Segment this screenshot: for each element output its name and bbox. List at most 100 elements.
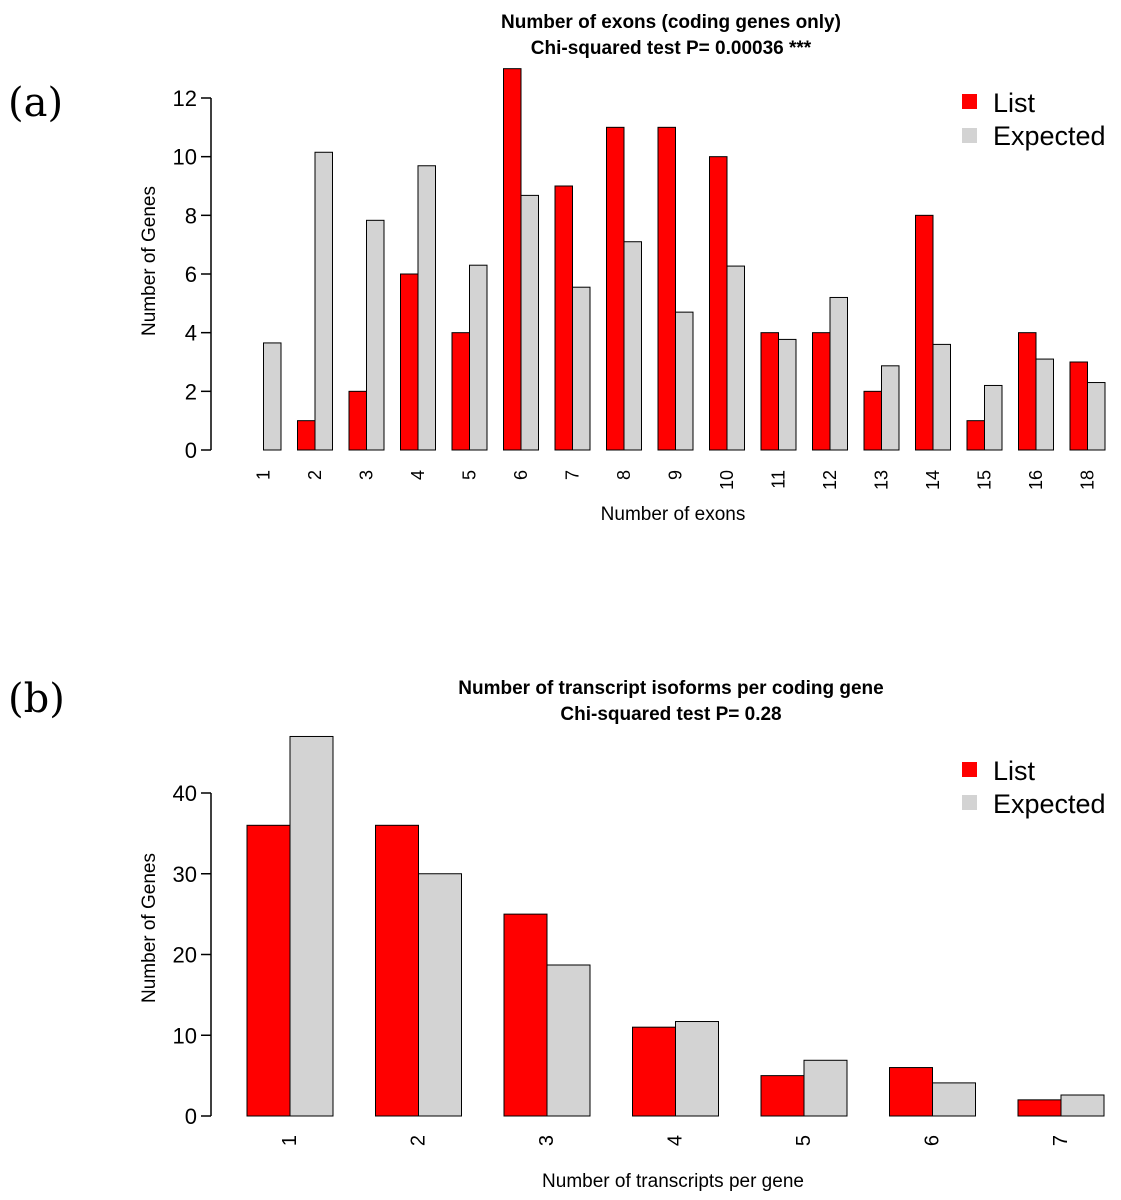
- x-tick-label-a-7: 7: [563, 470, 583, 480]
- bar-a-list-15: [966, 420, 985, 451]
- bar-a-expected-16: [1035, 358, 1054, 451]
- legend-a-expected-swatch: [962, 128, 977, 143]
- y-tick-label-b-40: 40: [173, 781, 197, 806]
- chart-a-y-axis: 0 2 4 6 8 10 12: [173, 86, 212, 463]
- bar-b-expected-1: [289, 735, 334, 1117]
- x-tick-label-a-14: 14: [923, 470, 943, 490]
- panel-letter-b: (b): [8, 676, 65, 722]
- y-tick-label-a-6: 6: [185, 262, 197, 287]
- bar-a-expected-9: [675, 311, 694, 451]
- x-tick-label-a-2: 2: [305, 470, 325, 480]
- x-tick-label-b-3: 3: [536, 1135, 558, 1146]
- chart-a-ylabel: Number of Genes: [139, 186, 160, 336]
- x-tick-label-a-13: 13: [872, 470, 892, 490]
- bar-a-list-8: [606, 126, 625, 451]
- bar-a-list-7: [554, 185, 573, 451]
- bar-a-list-2: [297, 420, 316, 451]
- bar-a-expected-12: [829, 296, 848, 451]
- y-tick-label-b-0: 0: [185, 1104, 197, 1129]
- y-tick-label-a-12: 12: [173, 86, 197, 111]
- x-tick-label-a-4: 4: [408, 470, 428, 480]
- bar-a-expected-4: [417, 165, 436, 451]
- x-tick-label-a-12: 12: [820, 470, 840, 490]
- bar-b-list-2: [375, 824, 419, 1117]
- x-tick-label-a-3: 3: [357, 470, 377, 480]
- x-tick-label-a-1: 1: [254, 470, 274, 480]
- chart-a-bars: [263, 68, 1106, 451]
- x-tick-label-a-10: 10: [717, 470, 737, 490]
- y-tick-label-b-30: 30: [173, 862, 197, 887]
- x-tick-label-b-7: 7: [1050, 1135, 1072, 1146]
- chart-transcripts: Number of transcript isoforms per coding…: [139, 678, 1106, 1192]
- bar-b-expected-5: [803, 1059, 848, 1117]
- bar-b-list-4: [632, 1026, 676, 1117]
- bar-a-list-6: [503, 68, 522, 451]
- chart-b-title: Number of transcript isoforms per coding…: [458, 678, 883, 699]
- x-tick-label-a-9: 9: [666, 470, 686, 480]
- chart-a-legend: List Expected: [962, 88, 1106, 151]
- bar-a-expected-2: [314, 151, 333, 451]
- x-tick-label-a-15: 15: [975, 470, 995, 490]
- bar-a-expected-11: [778, 338, 797, 451]
- chart-a-x-ticks: 1 2 3 4 5 6 7 8 9 10 11 12 13 14 15 16 18: [254, 470, 1098, 490]
- chart-b-ylabel: Number of Genes: [139, 853, 160, 1003]
- y-tick-label-a-0: 0: [185, 438, 197, 463]
- y-tick-label-b-10: 10: [173, 1023, 197, 1048]
- legend-b-list-label: List: [993, 756, 1036, 786]
- bar-b-expected-2: [418, 873, 462, 1117]
- y-tick-label-a-2: 2: [185, 379, 197, 404]
- y-tick-label-a-10: 10: [173, 145, 197, 170]
- x-tick-label-a-16: 16: [1026, 470, 1046, 490]
- bar-a-list-9: [657, 126, 676, 451]
- bar-a-list-16: [1018, 332, 1037, 451]
- x-tick-label-b-2: 2: [408, 1135, 430, 1146]
- bar-b-expected-3: [546, 964, 591, 1117]
- bar-a-expected-13: [881, 365, 900, 451]
- bar-b-list-7: [1017, 1099, 1062, 1117]
- chart-b-xlabel: Number of transcripts per gene: [542, 1171, 804, 1192]
- bar-a-expected-1: [263, 342, 282, 451]
- bar-a-list-10: [709, 156, 728, 451]
- x-tick-label-a-6: 6: [511, 470, 531, 480]
- bar-b-expected-7: [1060, 1094, 1105, 1117]
- bar-a-list-18: [1069, 361, 1088, 451]
- bar-a-expected-10: [726, 265, 745, 451]
- bar-a-list-4: [400, 273, 419, 451]
- chart-b-x-ticks: 1 2 3 4 5 6 7: [279, 1135, 1072, 1146]
- bar-a-expected-3: [366, 219, 385, 451]
- bar-b-list-1: [246, 824, 291, 1117]
- chart-b-subtitle: Chi-squared test P= 0.28: [560, 704, 781, 725]
- bar-a-expected-8: [623, 241, 642, 451]
- bar-a-list-11: [760, 332, 779, 451]
- bar-a-list-12: [812, 332, 831, 451]
- y-tick-label-a-4: 4: [185, 321, 197, 346]
- x-tick-label-b-6: 6: [922, 1135, 944, 1146]
- x-tick-label-b-1: 1: [279, 1135, 301, 1146]
- bar-a-expected-14: [932, 343, 951, 451]
- bar-a-list-5: [451, 332, 470, 451]
- legend-a-list-swatch: [962, 94, 977, 109]
- bar-b-list-5: [760, 1075, 805, 1117]
- x-tick-label-a-11: 11: [769, 470, 789, 489]
- chart-a-xlabel: Number of exons: [601, 504, 746, 525]
- legend-a-expected-label: Expected: [993, 121, 1106, 151]
- bar-a-list-3: [348, 390, 367, 451]
- bar-a-expected-5: [469, 264, 488, 451]
- x-tick-label-a-18: 18: [1078, 470, 1098, 490]
- y-tick-label-a-8: 8: [185, 203, 197, 228]
- chart-exons: Number of exons (coding genes only) Chi-…: [139, 12, 1106, 525]
- chart-a-title: Number of exons (coding genes only): [501, 12, 841, 33]
- bar-a-expected-18: [1087, 382, 1106, 451]
- bar-b-list-6: [889, 1067, 933, 1117]
- chart-b-legend: List Expected: [962, 756, 1106, 819]
- y-tick-label-b-20: 20: [173, 943, 197, 968]
- x-tick-label-b-5: 5: [793, 1135, 815, 1146]
- bar-a-expected-7: [572, 286, 591, 451]
- legend-b-expected-swatch: [962, 795, 977, 810]
- panel-letter-a: (a): [8, 80, 63, 126]
- bar-a-list-14: [915, 214, 934, 451]
- x-tick-label-b-4: 4: [665, 1135, 687, 1146]
- chart-a-subtitle: Chi-squared test P= 0.00036 ***: [531, 38, 812, 59]
- legend-b-list-swatch: [962, 762, 977, 777]
